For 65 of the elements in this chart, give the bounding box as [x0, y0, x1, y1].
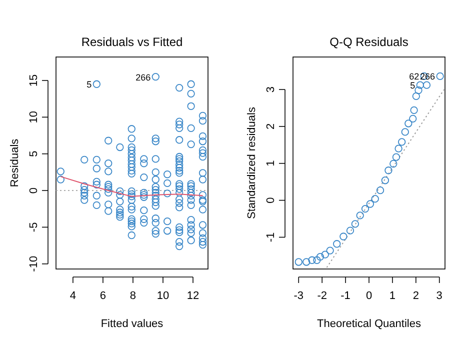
- x-tick-label: -2: [317, 290, 327, 302]
- x-tick-label: -1: [340, 290, 350, 302]
- y-axis-title: Standardized residuals: [246, 106, 258, 219]
- point: [398, 138, 406, 146]
- x-tick-label: 10: [156, 290, 170, 302]
- point: [416, 81, 424, 89]
- point: [394, 144, 402, 152]
- y-tick-label: 15: [28, 74, 40, 87]
- point: [409, 114, 417, 123]
- y-tick-label: 2: [265, 123, 277, 130]
- point: [410, 106, 418, 114]
- x-tick-label: 1: [389, 290, 396, 302]
- point: [302, 258, 310, 266]
- point: [333, 240, 341, 248]
- y-tick-label: -5: [28, 222, 40, 232]
- point: [361, 204, 370, 213]
- x-tick-label: 6: [100, 290, 106, 302]
- point: [351, 220, 359, 228]
- y-axis-title: Residuals: [9, 138, 21, 188]
- annotation: 266: [136, 72, 151, 82]
- point: [414, 86, 422, 94]
- point: [294, 258, 302, 266]
- chart-title: Q-Q Residuals: [330, 35, 408, 49]
- x-tick-label: 4: [70, 290, 76, 302]
- x-tick-label: -3: [294, 290, 304, 302]
- point: [412, 92, 420, 100]
- y-tick-label: 5: [28, 150, 40, 157]
- y-tick-label: 10: [28, 111, 40, 124]
- point: [356, 212, 364, 220]
- x-tick-label: 12: [186, 290, 200, 302]
- point: [316, 252, 324, 261]
- point: [436, 72, 444, 80]
- point: [384, 166, 392, 174]
- annotation: 5: [86, 80, 92, 90]
- point: [404, 120, 412, 128]
- point: [308, 256, 316, 264]
- point: [321, 250, 329, 258]
- y-tick-label: 0: [28, 187, 40, 194]
- annotation: 62: [409, 72, 420, 82]
- point: [422, 81, 431, 89]
- point: [371, 194, 379, 203]
- x-tick-label: 2: [412, 290, 419, 302]
- point: [390, 160, 398, 168]
- y-tick-label: -1: [265, 232, 277, 242]
- point: [326, 246, 334, 254]
- point: [401, 128, 409, 136]
- annotation: 5: [410, 80, 416, 91]
- point: [313, 256, 321, 264]
- point: [346, 226, 354, 234]
- x-axis-title: Fitted values: [100, 318, 164, 330]
- x-tick-label: 3: [436, 290, 442, 302]
- y-tick-label: 3: [265, 86, 277, 93]
- y-tick-label: 1: [265, 160, 277, 166]
- point: [392, 153, 400, 161]
- y-tick-label: -10: [28, 256, 40, 272]
- x-axis-title: Theoretical Quantiles: [317, 318, 422, 330]
- point: [381, 176, 390, 184]
- line-series: [60, 176, 204, 197]
- chart-title: Residuals vs Fitted: [81, 35, 183, 49]
- x-tick-label: 0: [366, 290, 372, 302]
- point: [340, 232, 348, 240]
- point: [366, 200, 374, 208]
- point: [376, 186, 384, 194]
- x-tick-label: 8: [130, 290, 136, 302]
- y-tick-label: 0: [265, 197, 277, 204]
